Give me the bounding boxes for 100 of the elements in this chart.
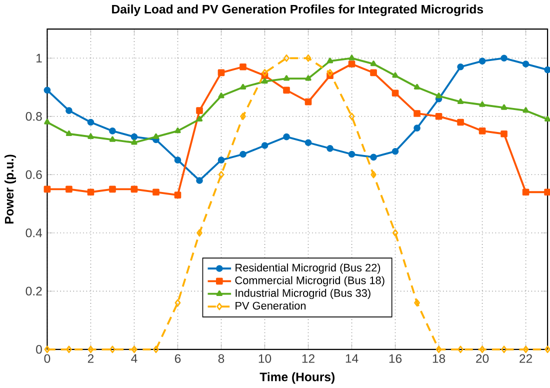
point — [130, 133, 138, 140]
y-tick-label: 0.2 — [26, 286, 42, 296]
point — [283, 86, 290, 94]
point — [130, 186, 138, 192]
point — [370, 154, 377, 160]
point — [348, 112, 355, 120]
point — [240, 112, 246, 120]
point — [327, 68, 333, 76]
point — [283, 133, 290, 140]
point — [44, 86, 51, 94]
point — [152, 188, 160, 196]
x-axis-title: Time (Hours) — [260, 372, 334, 384]
point — [174, 127, 181, 134]
point — [348, 60, 356, 68]
point — [240, 150, 246, 158]
point — [240, 84, 246, 90]
y-tick-label: 0 — [36, 344, 42, 354]
point — [44, 118, 50, 124]
point — [326, 58, 334, 64]
point — [392, 72, 398, 78]
point — [109, 136, 116, 142]
point — [457, 63, 464, 70]
point — [392, 148, 399, 155]
point — [131, 346, 138, 353]
x-tick-label: 0 — [44, 354, 50, 363]
point — [240, 63, 246, 70]
point — [348, 54, 355, 60]
point — [218, 69, 225, 76]
point — [392, 229, 398, 236]
point — [87, 118, 94, 126]
point — [436, 346, 442, 353]
point — [305, 54, 312, 62]
point — [88, 346, 94, 353]
point — [370, 69, 377, 76]
y-tick-label: 1 — [36, 54, 42, 62]
point — [283, 75, 290, 81]
point — [500, 54, 508, 62]
point — [261, 142, 268, 149]
x-tick-label: 12 — [302, 354, 314, 363]
y-tick-label: 0.8 — [26, 112, 42, 121]
point — [284, 54, 290, 62]
point — [326, 144, 334, 152]
point — [66, 130, 72, 136]
point — [152, 133, 160, 139]
point — [218, 170, 224, 178]
point — [44, 346, 50, 353]
point — [500, 130, 508, 138]
point — [370, 60, 377, 66]
point — [436, 92, 442, 98]
point — [153, 346, 159, 353]
point — [414, 84, 420, 90]
point — [262, 68, 268, 76]
point — [478, 127, 486, 134]
point — [218, 92, 224, 98]
point — [196, 116, 203, 122]
point — [66, 107, 72, 114]
x-tick-label: 6 — [174, 354, 181, 363]
point — [392, 90, 399, 96]
point — [457, 118, 464, 126]
point — [522, 60, 530, 68]
point — [414, 110, 420, 117]
point — [131, 139, 138, 145]
point — [457, 98, 464, 104]
point — [174, 192, 182, 198]
point — [479, 101, 486, 107]
y-axis-title: Power (p.u.) — [4, 154, 16, 224]
x-tick-label: 14 — [346, 354, 358, 363]
point — [458, 346, 464, 353]
legend-label: Industrial Microgrid (Bus 33) — [236, 288, 370, 299]
point — [66, 346, 72, 353]
point — [304, 98, 312, 106]
point — [174, 298, 181, 306]
y-tick-label: 0.6 — [26, 170, 42, 179]
point — [196, 229, 202, 236]
x-tick-label: 16 — [389, 354, 402, 363]
point — [370, 170, 376, 178]
point — [174, 156, 182, 164]
point — [109, 186, 116, 192]
x-tick-label: 18 — [432, 354, 446, 363]
point — [522, 188, 530, 196]
legend-label: Commercial Microgrid (Bus 18) — [235, 276, 384, 286]
x-tick-label: 4 — [131, 354, 138, 363]
x-tick-label: 8 — [218, 354, 224, 363]
point — [522, 107, 529, 113]
point — [479, 346, 486, 353]
legend-label: Residential Microgrid (Bus 22) — [236, 263, 380, 274]
x-tick-label: 20 — [476, 354, 489, 363]
point — [196, 107, 203, 114]
y-tick-label: 0.4 — [26, 228, 42, 238]
point — [544, 346, 550, 353]
point — [435, 112, 442, 120]
point — [110, 346, 116, 353]
point — [66, 186, 72, 192]
point — [196, 176, 203, 184]
point — [500, 104, 508, 110]
point — [304, 139, 312, 146]
point — [44, 186, 51, 192]
point — [478, 58, 486, 64]
point — [348, 150, 356, 158]
x-tick-label: 22 — [520, 354, 532, 363]
